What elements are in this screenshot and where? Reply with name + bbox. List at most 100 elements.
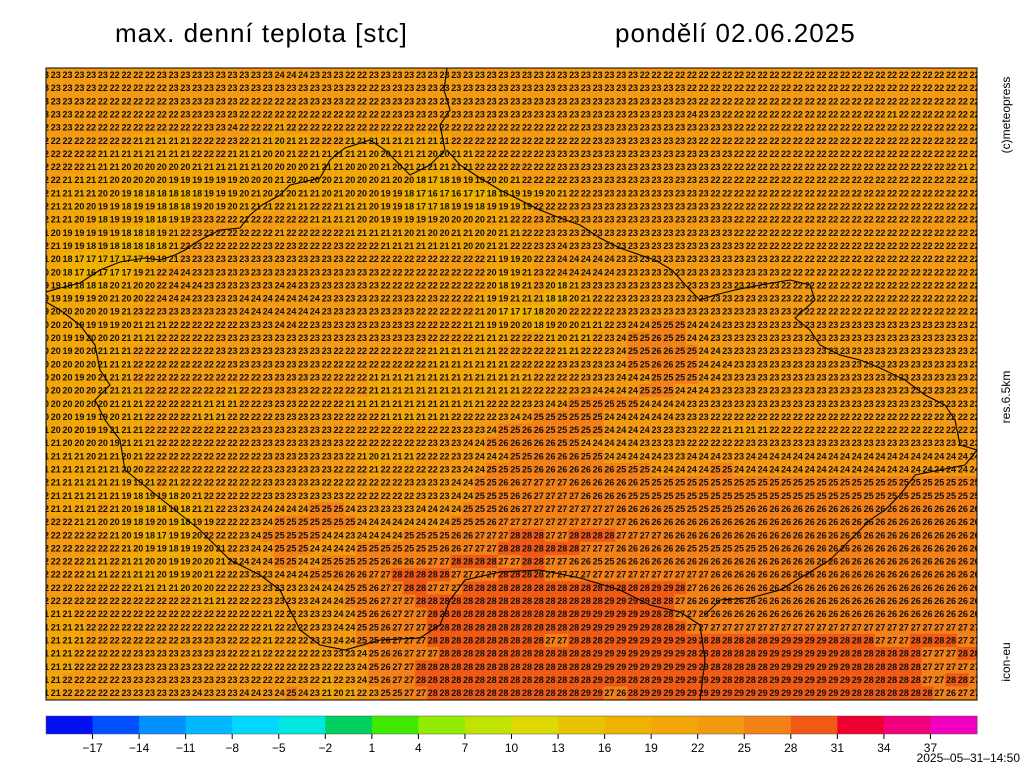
- cell-value: 23: [675, 188, 685, 198]
- cell-value: 20: [121, 162, 131, 172]
- cell-value: 21: [451, 162, 461, 172]
- cell-value: 22: [887, 70, 897, 80]
- cell-bg: [379, 107, 392, 122]
- cell-value: 23: [616, 96, 626, 106]
- cell-value: 23: [310, 96, 320, 106]
- cell-value: 22: [852, 228, 862, 238]
- cell-value: 22: [911, 70, 921, 80]
- cell-value: 23: [251, 70, 261, 80]
- cell-bg: [921, 107, 934, 122]
- cell-value: 18: [133, 228, 143, 238]
- cell-value: 22: [51, 175, 61, 185]
- cell-value: 21: [239, 149, 249, 159]
- cell-bg: [320, 68, 333, 82]
- cell-bg: [532, 121, 545, 135]
- cell-value: 22: [310, 109, 320, 119]
- cell-value: 21: [286, 149, 296, 159]
- cell-value: 20: [463, 241, 473, 251]
- cell-value: 22: [734, 83, 744, 93]
- cell-value: 22: [887, 241, 897, 251]
- cell-bg: [686, 94, 699, 109]
- cell-value: 22: [828, 149, 838, 159]
- cell-value: 22: [498, 149, 508, 159]
- cell-value: 22: [675, 70, 685, 80]
- cell-value: 22: [710, 70, 720, 80]
- cell-value: 20: [157, 162, 167, 172]
- cell-value: 22: [805, 215, 815, 225]
- cell-value: 23: [616, 136, 626, 146]
- cell-bg: [415, 107, 428, 122]
- cell-value: 20: [404, 228, 414, 238]
- cell-value: 23: [663, 136, 673, 146]
- cell-value: 22: [746, 241, 756, 251]
- cell-value: 21: [392, 228, 402, 238]
- cell-value: 23: [616, 215, 626, 225]
- cell-value: 21: [51, 215, 61, 225]
- cell-value: 22: [239, 96, 249, 106]
- cell-value: 23: [463, 109, 473, 119]
- cell-value: 21: [298, 188, 308, 198]
- cell-value: 23: [404, 109, 414, 119]
- cell-bg: [226, 107, 239, 122]
- cell-bg: [674, 121, 687, 135]
- cell-value: 22: [322, 136, 332, 146]
- cell-value: 21: [263, 136, 273, 146]
- cell-value: 21: [51, 241, 61, 251]
- cell-value: 23: [216, 96, 226, 106]
- cell-value: 22: [970, 83, 980, 93]
- cell-value: 23: [699, 241, 709, 251]
- cell-value: 22: [522, 136, 532, 146]
- cell-bg: [521, 107, 534, 122]
- cell-value: 23: [722, 241, 732, 251]
- cell-value: 22: [758, 96, 768, 106]
- cell-value: 22: [157, 96, 167, 106]
- cell-bg: [909, 81, 922, 96]
- cell-value: 22: [110, 109, 120, 119]
- cell-value: 20: [369, 175, 379, 185]
- cell-value: 22: [369, 83, 379, 93]
- cell-value: 22: [852, 188, 862, 198]
- cell-bg: [662, 81, 675, 96]
- cell-bg: [46, 107, 51, 122]
- cell-value: 21: [180, 136, 190, 146]
- cell-value: 22: [781, 228, 791, 238]
- cell-value: 22: [958, 136, 968, 146]
- cell-bg: [721, 81, 734, 96]
- cell-value: 19: [451, 175, 461, 185]
- cell-value: 23: [628, 83, 638, 93]
- cell-value: 22: [345, 254, 355, 264]
- cell-value: 22: [722, 96, 732, 106]
- cell-bg: [309, 94, 322, 109]
- cell-value: 22: [864, 188, 874, 198]
- cell-value: 22: [864, 162, 874, 172]
- cell-bg: [261, 81, 275, 96]
- cell-value: 20: [74, 215, 84, 225]
- cell-value: 23: [546, 96, 556, 106]
- cell-value: 22: [887, 149, 897, 159]
- cell-value: 18: [169, 202, 179, 212]
- cell-value: 22: [958, 188, 968, 198]
- cell-value: 22: [286, 123, 296, 133]
- cell-value: 23: [616, 228, 626, 238]
- cell-value: 22: [852, 162, 862, 172]
- cell-value: 22: [840, 241, 850, 251]
- cell-value: 23: [640, 241, 650, 251]
- cell-value: 19: [180, 175, 190, 185]
- cell-value: 21: [157, 149, 167, 159]
- cell-bg: [485, 121, 498, 135]
- cell-bg: [344, 121, 357, 135]
- cell-bg: [438, 68, 451, 82]
- cell-value: 23: [534, 70, 544, 80]
- cell-value: 22: [911, 215, 921, 225]
- cell-value: 23: [581, 123, 591, 133]
- cell-value: 23: [593, 175, 603, 185]
- cell-value: 23: [557, 162, 567, 172]
- cell-bg: [603, 121, 616, 135]
- cell-bg: [933, 81, 946, 96]
- cell-value: 23: [675, 123, 685, 133]
- cell-bg: [356, 107, 369, 122]
- cell-value: 22: [840, 175, 850, 185]
- cell-bg: [49, 68, 62, 82]
- cell-value: 22: [793, 215, 803, 225]
